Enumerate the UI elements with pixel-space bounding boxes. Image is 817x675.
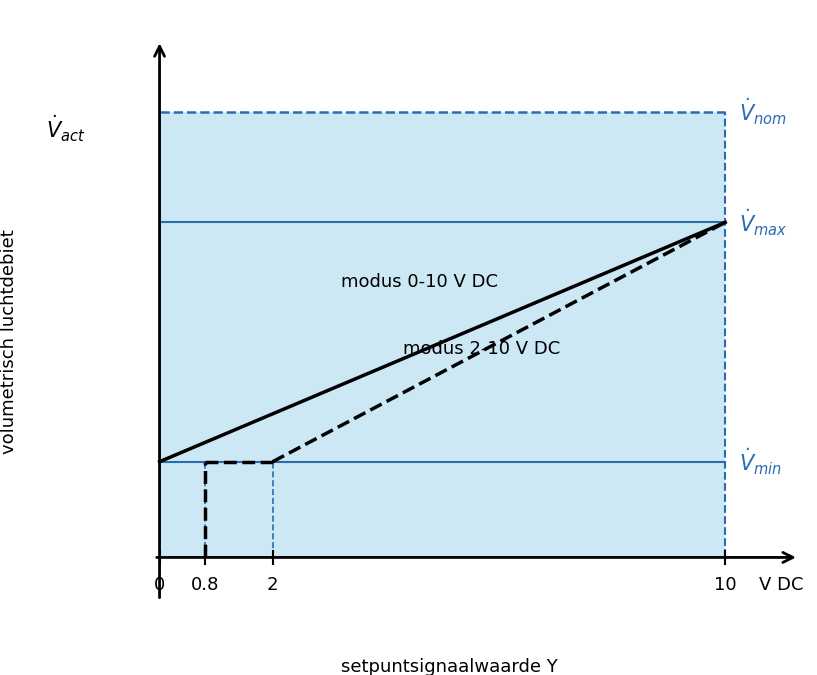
Text: $\dot{V}_{act}$: $\dot{V}_{act}$ [46,113,86,144]
Text: V DC: V DC [759,576,804,593]
Text: volumetrisch luchtdebiet: volumetrisch luchtdebiet [0,229,18,454]
Text: modus 0-10 V DC: modus 0-10 V DC [341,273,498,291]
Text: $\dot{V}_{max}$: $\dot{V}_{max}$ [739,207,788,238]
Bar [159,112,725,558]
Text: 0: 0 [154,576,165,593]
Text: modus 2-10 V DC: modus 2-10 V DC [403,340,560,358]
Text: 0.8: 0.8 [190,576,219,593]
Text: 2: 2 [267,576,279,593]
Text: $\dot{V}_{min}$: $\dot{V}_{min}$ [739,447,783,477]
Text: setpuntsignaalwaarde Y: setpuntsignaalwaarde Y [342,657,558,675]
Text: $\dot{V}_{nom}$: $\dot{V}_{nom}$ [739,97,788,128]
Text: 10: 10 [714,576,736,593]
